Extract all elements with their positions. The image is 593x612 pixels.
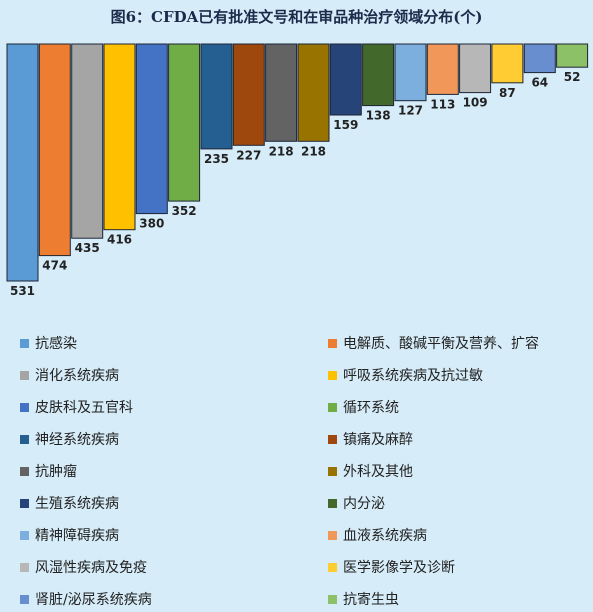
bar-1 xyxy=(38,43,71,257)
chart-legend: 抗感染 电解质、酸碱平衡及营养、扩容消化系统疾病 呼吸系统疾病及抗过敏皮肤科及五官科… xyxy=(20,330,580,612)
legend-item: 消化系统疾病 xyxy=(20,362,328,388)
legend-swatch xyxy=(328,466,337,476)
bar-6 xyxy=(200,43,233,150)
legend-label: 循环系统 xyxy=(343,400,399,416)
legend-item: 外科及其他 xyxy=(328,458,580,484)
legend-item: 血液系统疾病 xyxy=(328,522,580,548)
chart-title: 图6：CFDA已有批准文号和在审品种治疗领域分布(个) xyxy=(110,8,483,26)
bar-17 xyxy=(556,43,589,68)
legend-label: 消化系统疾病 xyxy=(35,368,119,384)
legend-label: 抗感染 xyxy=(35,336,77,352)
legend-item: 风湿性疾病及免疫 xyxy=(20,554,328,580)
legend-swatch xyxy=(328,338,337,348)
legend-swatch xyxy=(20,402,29,412)
data-label-4: 380 xyxy=(139,217,164,231)
data-label-0: 531 xyxy=(10,284,35,298)
data-label-8: 218 xyxy=(269,144,294,158)
bar-10 xyxy=(329,43,362,116)
legend-label: 皮肤科及五官科 xyxy=(35,400,133,416)
legend-label: 医学影像学及诊断 xyxy=(343,560,455,576)
data-label-5: 352 xyxy=(172,204,197,218)
data-label-17: 52 xyxy=(564,70,581,84)
legend-item: 精神障碍疾病 xyxy=(20,522,328,548)
legend-label: 抗寄生虫 xyxy=(343,592,399,608)
legend-swatch xyxy=(20,370,29,380)
bar-11 xyxy=(362,43,395,107)
legend-item: 呼吸系统疾病及抗过敏 xyxy=(328,362,580,388)
legend-item: 镇痛及麻醉 xyxy=(328,426,580,452)
legend-swatch xyxy=(20,530,29,540)
bar-13 xyxy=(426,43,459,95)
legend-item: 皮肤科及五官科 xyxy=(20,394,328,420)
legend-swatch xyxy=(328,594,337,604)
legend-swatch xyxy=(328,498,337,508)
legend-label: 精神障碍疾病 xyxy=(35,528,119,544)
legend-swatch xyxy=(20,594,29,604)
bar-5 xyxy=(168,43,201,202)
bar-14 xyxy=(459,43,492,94)
legend-swatch xyxy=(20,498,29,508)
legend-label: 生殖系统疾病 xyxy=(35,496,119,512)
bar-3 xyxy=(103,43,136,231)
data-label-15: 87 xyxy=(499,86,516,100)
data-label-9: 218 xyxy=(301,144,326,158)
legend-label: 外科及其他 xyxy=(343,464,413,480)
legend-swatch xyxy=(20,434,29,444)
legend-label: 神经系统疾病 xyxy=(35,432,119,448)
data-label-10: 159 xyxy=(333,118,358,132)
data-label-6: 235 xyxy=(204,152,229,166)
data-label-2: 435 xyxy=(75,241,100,255)
data-label-12: 127 xyxy=(398,104,423,118)
legend-swatch xyxy=(328,402,337,412)
legend-label: 血液系统疾病 xyxy=(343,528,427,544)
legend-swatch xyxy=(328,530,337,540)
bar-4 xyxy=(135,43,168,215)
legend-swatch xyxy=(20,466,29,476)
data-label-3: 416 xyxy=(107,233,132,247)
data-label-1: 474 xyxy=(42,259,67,273)
bar-0 xyxy=(6,43,39,282)
legend-item: 电解质、酸碱平衡及营养、扩容 xyxy=(328,330,580,356)
legend-label: 镇痛及麻醉 xyxy=(343,432,413,448)
legend-item: 抗感染 xyxy=(20,330,328,356)
data-label-7: 227 xyxy=(236,148,261,162)
legend-label: 风湿性疾病及免疫 xyxy=(35,560,147,576)
bar-chart-plot: 531 474 435 416 380 352 235 227 218 218 159 138 127 1… xyxy=(6,43,589,298)
legend-swatch xyxy=(328,434,337,444)
legend-swatch xyxy=(20,562,29,572)
legend-swatch xyxy=(328,562,337,572)
legend-item: 神经系统疾病 xyxy=(20,426,328,452)
data-label-14: 109 xyxy=(463,96,488,110)
legend-item: 循环系统 xyxy=(328,394,580,420)
legend-label: 呼吸系统疾病及抗过敏 xyxy=(343,368,483,384)
legend-item: 抗肿瘤 xyxy=(20,458,328,484)
bar-16 xyxy=(523,43,556,74)
bar-15 xyxy=(491,43,524,84)
data-label-11: 138 xyxy=(366,109,391,123)
legend-label: 抗肿瘤 xyxy=(35,464,77,480)
data-label-13: 113 xyxy=(430,97,455,111)
legend-label: 肾脏/泌尿系统疾病 xyxy=(35,592,152,608)
legend-swatch xyxy=(20,338,29,348)
legend-label: 内分泌 xyxy=(343,496,385,512)
legend-item: 内分泌 xyxy=(328,490,580,516)
bar-8 xyxy=(265,43,298,142)
bar-7 xyxy=(232,43,265,146)
legend-item: 生殖系统疾病 xyxy=(20,490,328,516)
bar-2 xyxy=(71,43,104,239)
legend-swatch xyxy=(328,370,337,380)
bar-12 xyxy=(394,43,427,102)
legend-item: 肾脏/泌尿系统疾病 xyxy=(20,586,328,612)
legend-item: 医学影像学及诊断 xyxy=(328,554,580,580)
data-label-16: 64 xyxy=(531,76,548,90)
bar-9 xyxy=(297,43,330,142)
legend-label: 电解质、酸碱平衡及营养、扩容 xyxy=(343,336,539,352)
legend-item: 抗寄生虫 xyxy=(328,586,580,612)
